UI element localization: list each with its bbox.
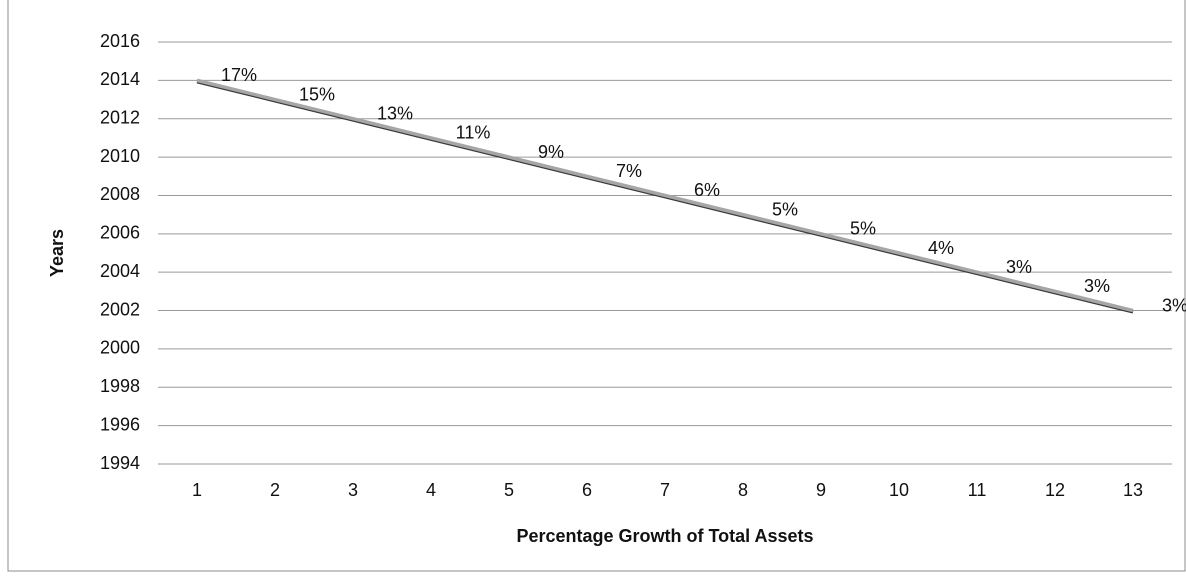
x-tick-label: 3 [348,480,358,500]
y-tick-label: 2004 [100,261,140,281]
y-tick-label: 1996 [100,414,140,434]
x-tick-label: 6 [582,480,592,500]
x-tick-label: 1 [192,480,202,500]
data-label: 6% [694,180,720,200]
y-tick-label: 2002 [100,299,140,319]
x-tick-label: 7 [660,480,670,500]
chart-frame [7,0,1186,572]
data-label: 7% [616,161,642,181]
data-label: 15% [299,84,335,104]
x-tick-label: 10 [889,480,909,500]
data-line [196,78,1134,313]
x-tick-label: 4 [426,480,436,500]
y-tick-label: 1998 [100,376,140,396]
y-tick-label: 2012 [100,107,140,127]
x-tick-label: 9 [816,480,826,500]
x-tick-label: 2 [270,480,280,500]
x-tick-label: 13 [1123,480,1143,500]
data-label: 5% [772,199,798,219]
data-label: 17% [221,65,257,85]
y-tick-label: 2006 [100,223,140,243]
data-label: 3% [1162,295,1186,315]
y-tick-label: 2016 [100,31,140,51]
x-tick-label: 12 [1045,480,1065,500]
y-tick-label: 2008 [100,184,140,204]
y-tick-label: 2010 [100,146,140,166]
data-label: 3% [1006,257,1032,277]
y-axis-title: Years [47,229,67,277]
x-tick-label: 5 [504,480,514,500]
data-label: 5% [850,219,876,239]
x-tick-label: 11 [968,480,987,500]
data-label: 3% [1084,276,1110,296]
x-axis-title: Percentage Growth of Total Assets [516,526,813,546]
data-label: 13% [377,103,413,123]
x-tick-label: 8 [738,480,748,500]
y-tick-label: 1994 [100,453,140,473]
y-tick-label: 2014 [100,69,140,89]
data-label: 4% [928,238,954,258]
data-label: 11% [456,123,491,143]
data-label: 9% [538,142,564,162]
y-tick-label: 2000 [100,338,140,358]
